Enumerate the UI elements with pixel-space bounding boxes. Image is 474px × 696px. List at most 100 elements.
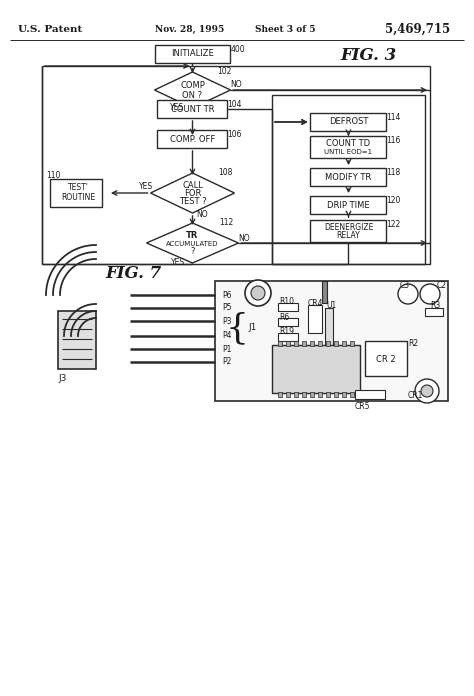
Text: R6: R6 bbox=[279, 313, 289, 322]
Text: P5: P5 bbox=[222, 303, 231, 313]
Circle shape bbox=[398, 284, 418, 304]
Text: 5,469,715: 5,469,715 bbox=[385, 22, 450, 35]
Bar bbox=[355, 390, 385, 399]
Text: {: { bbox=[226, 311, 248, 345]
Text: 108: 108 bbox=[219, 168, 233, 177]
Polygon shape bbox=[146, 223, 238, 263]
Polygon shape bbox=[151, 173, 235, 213]
Bar bbox=[286, 392, 290, 397]
Text: CR 2: CR 2 bbox=[376, 354, 396, 363]
Circle shape bbox=[420, 284, 440, 304]
Text: 104: 104 bbox=[228, 100, 242, 109]
Bar bbox=[310, 392, 314, 397]
Bar bbox=[278, 341, 282, 346]
Bar bbox=[272, 345, 360, 393]
Text: 114: 114 bbox=[386, 113, 401, 122]
Text: ACCUMULATED: ACCUMULATED bbox=[166, 241, 219, 247]
Text: P6: P6 bbox=[222, 290, 231, 299]
Text: CR1: CR1 bbox=[407, 391, 423, 400]
Text: P3: P3 bbox=[222, 317, 231, 326]
Bar bbox=[322, 281, 327, 303]
Text: 112: 112 bbox=[219, 218, 234, 227]
Text: C3: C3 bbox=[400, 280, 410, 290]
Text: P2: P2 bbox=[222, 358, 231, 367]
Text: 120: 120 bbox=[386, 196, 401, 205]
Bar bbox=[302, 341, 306, 346]
Text: MODIFY TR: MODIFY TR bbox=[325, 173, 372, 182]
Bar bbox=[334, 341, 338, 346]
Text: P4: P4 bbox=[222, 331, 231, 340]
Text: NO: NO bbox=[197, 210, 208, 219]
Bar bbox=[308, 305, 322, 333]
Bar bbox=[310, 220, 386, 242]
Bar bbox=[286, 341, 290, 346]
Text: UNTIL EOD=1: UNTIL EOD=1 bbox=[324, 149, 373, 155]
Bar bbox=[278, 303, 298, 311]
Text: CR5: CR5 bbox=[355, 402, 371, 411]
Text: DEFROST: DEFROST bbox=[329, 118, 368, 127]
Text: U.S. Patent: U.S. Patent bbox=[18, 24, 82, 33]
Text: 102: 102 bbox=[218, 67, 232, 76]
Text: FIG. 3: FIG. 3 bbox=[340, 47, 396, 65]
Text: COMP: COMP bbox=[180, 81, 205, 90]
Bar bbox=[310, 196, 386, 214]
Text: 106: 106 bbox=[228, 130, 242, 139]
Text: TEST': TEST' bbox=[68, 184, 89, 193]
Bar bbox=[326, 392, 330, 397]
Bar bbox=[157, 100, 228, 118]
Text: FIG. 7: FIG. 7 bbox=[105, 265, 161, 283]
Text: 118: 118 bbox=[386, 168, 401, 177]
Text: DRIP TIME: DRIP TIME bbox=[327, 200, 370, 209]
Circle shape bbox=[251, 286, 265, 300]
Text: J3: J3 bbox=[58, 374, 66, 383]
Text: 122: 122 bbox=[386, 220, 401, 229]
Text: ON ?: ON ? bbox=[182, 90, 202, 100]
Text: ?: ? bbox=[190, 248, 195, 257]
Bar bbox=[215, 281, 448, 401]
Text: ROUTINE: ROUTINE bbox=[61, 193, 95, 203]
Bar bbox=[326, 341, 330, 346]
Text: R19: R19 bbox=[279, 328, 294, 336]
Text: YES: YES bbox=[171, 103, 184, 112]
Bar bbox=[310, 136, 386, 158]
Text: R3: R3 bbox=[430, 301, 440, 310]
Text: R10: R10 bbox=[279, 297, 294, 306]
Bar bbox=[310, 341, 314, 346]
Text: P1: P1 bbox=[222, 345, 231, 354]
Circle shape bbox=[245, 280, 271, 306]
Bar bbox=[278, 318, 298, 326]
Text: INITIALIZE: INITIALIZE bbox=[171, 49, 214, 58]
Bar bbox=[342, 341, 346, 346]
Bar bbox=[318, 392, 322, 397]
Text: RELAY: RELAY bbox=[337, 232, 360, 241]
Bar bbox=[365, 341, 407, 376]
Text: TEST ?: TEST ? bbox=[179, 198, 206, 207]
Text: CR4: CR4 bbox=[308, 299, 323, 308]
Text: COMP. OFF: COMP. OFF bbox=[170, 134, 215, 143]
Text: YES: YES bbox=[139, 182, 154, 191]
Bar bbox=[302, 392, 306, 397]
Bar bbox=[425, 308, 443, 316]
Text: FOR: FOR bbox=[184, 189, 201, 198]
Bar bbox=[58, 311, 96, 369]
Text: NO: NO bbox=[238, 234, 250, 243]
Text: TR: TR bbox=[186, 232, 199, 241]
Text: Sheet 3 of 5: Sheet 3 of 5 bbox=[255, 24, 316, 33]
Text: YES: YES bbox=[172, 258, 185, 267]
Bar bbox=[310, 168, 386, 186]
Bar bbox=[278, 333, 298, 341]
Bar bbox=[155, 45, 230, 63]
Bar bbox=[318, 341, 322, 346]
Bar bbox=[50, 179, 102, 207]
Text: C2: C2 bbox=[437, 281, 447, 290]
Bar bbox=[310, 113, 386, 131]
Bar bbox=[278, 392, 282, 397]
Bar bbox=[272, 95, 425, 264]
Bar bbox=[294, 392, 298, 397]
Text: COUNT TD: COUNT TD bbox=[327, 139, 371, 148]
Text: J1: J1 bbox=[248, 324, 256, 333]
Text: COUNT TR: COUNT TR bbox=[171, 104, 214, 113]
Bar bbox=[350, 392, 354, 397]
Circle shape bbox=[415, 379, 439, 403]
Bar bbox=[350, 341, 354, 346]
